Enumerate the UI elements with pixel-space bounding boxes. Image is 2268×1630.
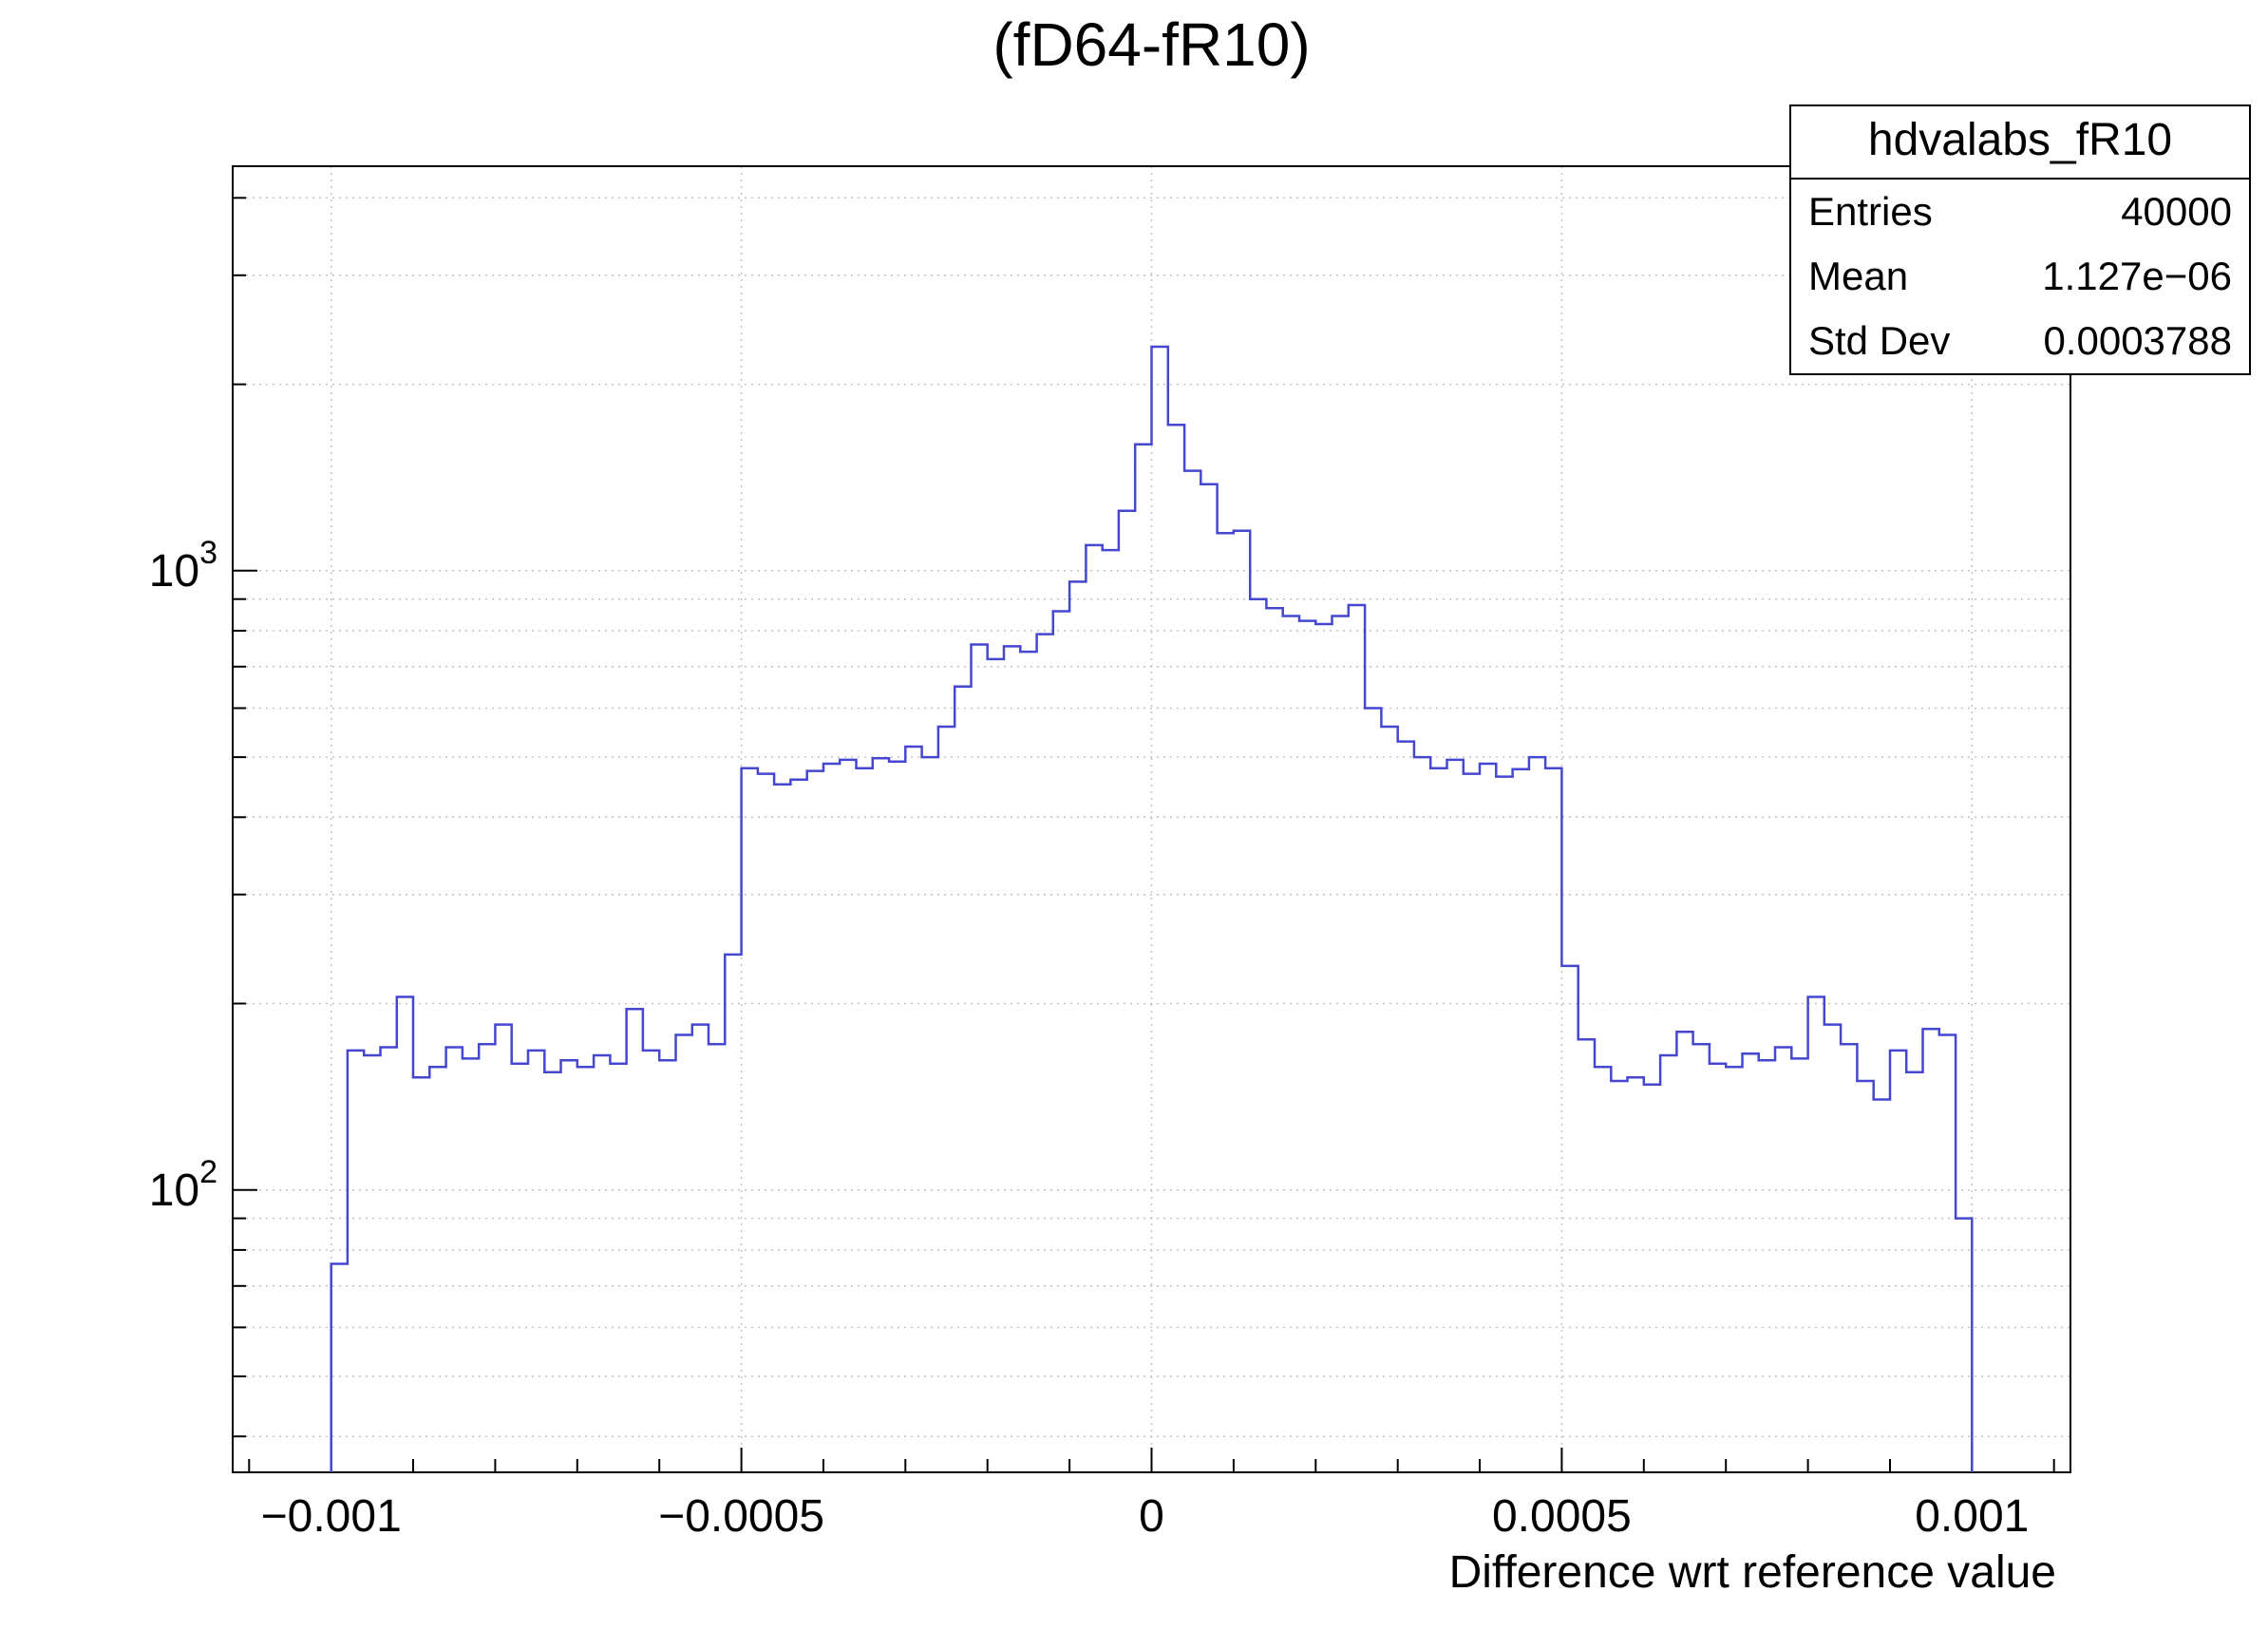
svg-text:102: 102 xyxy=(149,1154,217,1216)
stats-entries-label: Entries xyxy=(1808,189,1933,234)
stats-row-mean: Mean 1.127e−06 xyxy=(1791,244,2249,309)
svg-text:0.0005: 0.0005 xyxy=(1492,1491,1632,1542)
svg-text:−0.001: −0.001 xyxy=(261,1491,402,1542)
stats-mean-value: 1.127e−06 xyxy=(2042,254,2232,298)
stats-title: hdvalabs_fR10 xyxy=(1791,106,2249,180)
x-axis-title: Difference wrt reference value xyxy=(1448,1547,2056,1598)
stats-stddev-row: Std Dev 0.0003788 xyxy=(1791,309,2249,373)
svg-text:−0.0005: −0.0005 xyxy=(658,1491,824,1542)
x-tick-labels: −0.001 −0.0005 0 0.0005 0.001 xyxy=(261,1491,2030,1542)
stats-stddev-label: Std Dev xyxy=(1808,318,1951,363)
stats-box: hdvalabs_fR10 Entries 40000 Mean 1.127e−… xyxy=(1789,104,2251,375)
stats-entries-value: 40000 xyxy=(2121,189,2232,234)
gridlines xyxy=(233,166,2070,1472)
svg-text:0.001: 0.001 xyxy=(1915,1491,2029,1542)
svg-text:0: 0 xyxy=(1139,1491,1164,1542)
svg-text:103: 103 xyxy=(149,535,217,597)
stats-mean-label: Mean xyxy=(1808,254,1909,298)
chart-title: (fD64-fR10) xyxy=(992,10,1311,79)
y-tick-labels: 102 103 xyxy=(149,535,217,1216)
histogram-line xyxy=(330,345,1974,1472)
stats-stddev-value: 0.0003788 xyxy=(2043,318,2232,363)
stats-row-entries: Entries 40000 xyxy=(1791,180,2249,244)
axis-ticks xyxy=(233,197,2055,1472)
